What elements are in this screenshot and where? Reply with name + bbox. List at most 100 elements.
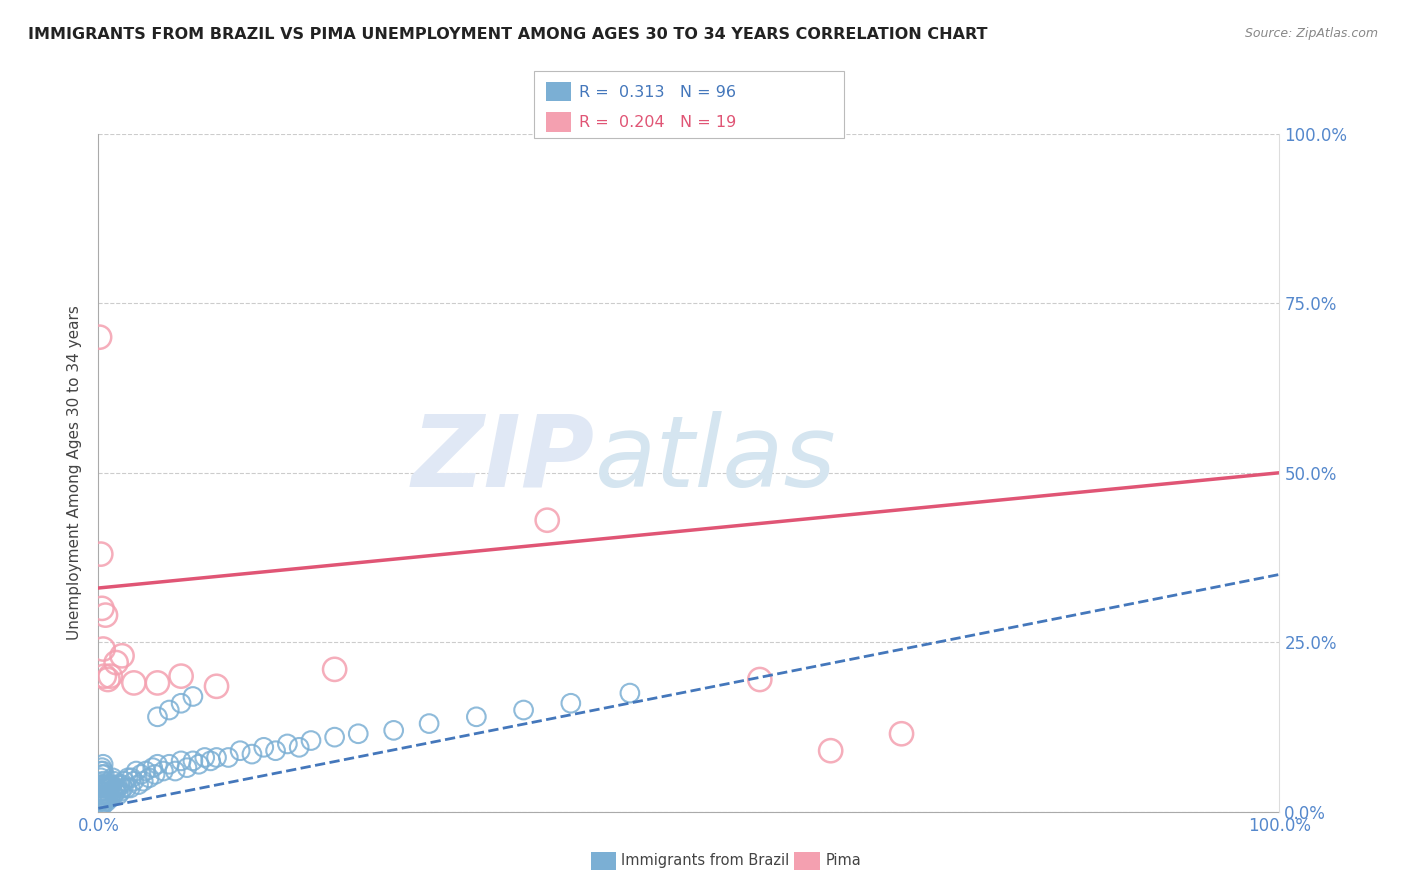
Point [98,669,121,683]
Point [91,791,114,805]
Point [170,754,193,768]
Point [108,778,131,792]
Point [111,648,134,663]
Point [276,737,298,751]
Point [107,788,129,802]
Point [103,788,125,802]
Point [264,744,287,758]
Point [93,669,115,683]
Point [512,703,534,717]
Point [347,727,370,741]
Point [91,761,114,775]
Point [820,744,842,758]
Point [288,740,311,755]
Point [98,778,121,792]
Point [97,791,120,805]
Point [748,673,770,687]
Point [181,754,204,768]
Point [125,764,148,778]
Point [90,780,112,795]
Point [91,797,114,812]
Text: Pima: Pima [825,854,860,868]
Point [90,547,112,561]
Point [115,780,138,795]
Point [98,788,121,802]
Point [146,757,169,772]
Point [135,764,157,778]
Point [170,696,193,710]
Point [157,757,180,772]
Point [128,778,150,792]
Point [89,791,111,805]
Point [93,767,115,781]
Point [96,778,118,792]
Point [176,761,198,775]
Text: ZIP: ZIP [412,410,595,508]
Point [91,791,114,805]
Point [90,788,112,802]
Text: atlas: atlas [595,410,837,508]
Point [560,696,582,710]
Point [91,642,114,657]
Point [98,780,121,795]
Point [120,780,142,795]
Point [194,750,217,764]
Y-axis label: Unemployment Among Ages 30 to 34 years: Unemployment Among Ages 30 to 34 years [67,305,83,640]
Point [152,764,174,778]
Point [205,750,228,764]
Point [90,771,112,785]
Point [90,795,112,809]
Point [105,784,128,798]
Point [890,727,912,741]
Point [122,774,145,789]
Point [323,662,346,676]
Point [132,774,155,789]
Point [101,771,124,785]
Point [100,788,122,802]
Point [382,723,405,738]
Point [90,778,112,792]
Point [98,791,121,805]
Text: Source: ZipAtlas.com: Source: ZipAtlas.com [1244,27,1378,40]
Point [205,679,228,693]
Point [91,767,114,781]
Point [94,608,117,623]
Point [96,788,118,802]
Point [229,744,252,758]
Point [93,778,115,792]
Point [146,710,169,724]
Point [89,795,111,809]
Point [112,774,135,789]
Point [89,784,111,798]
Point [91,757,114,772]
Point [104,780,127,795]
Text: R =  0.313   N = 96: R = 0.313 N = 96 [579,86,737,100]
Point [122,676,145,690]
Point [91,601,114,615]
Point [105,656,128,670]
Point [240,747,263,761]
Text: R =  0.204   N = 19: R = 0.204 N = 19 [579,115,737,130]
Text: Immigrants from Brazil: Immigrants from Brazil [621,854,790,868]
Point [91,774,114,789]
Point [91,797,114,812]
Point [90,764,112,778]
Point [97,673,120,687]
Point [103,774,125,789]
Point [181,690,204,704]
Point [138,771,160,785]
Point [217,750,239,764]
Point [93,788,115,802]
Point [94,780,117,795]
Point [105,778,128,792]
Point [91,784,114,798]
Point [129,767,152,781]
Point [165,764,187,778]
Point [96,795,118,809]
Point [112,780,135,795]
Point [93,795,115,809]
Point [89,330,111,344]
Point [94,791,117,805]
Point [536,513,558,527]
Point [418,716,440,731]
